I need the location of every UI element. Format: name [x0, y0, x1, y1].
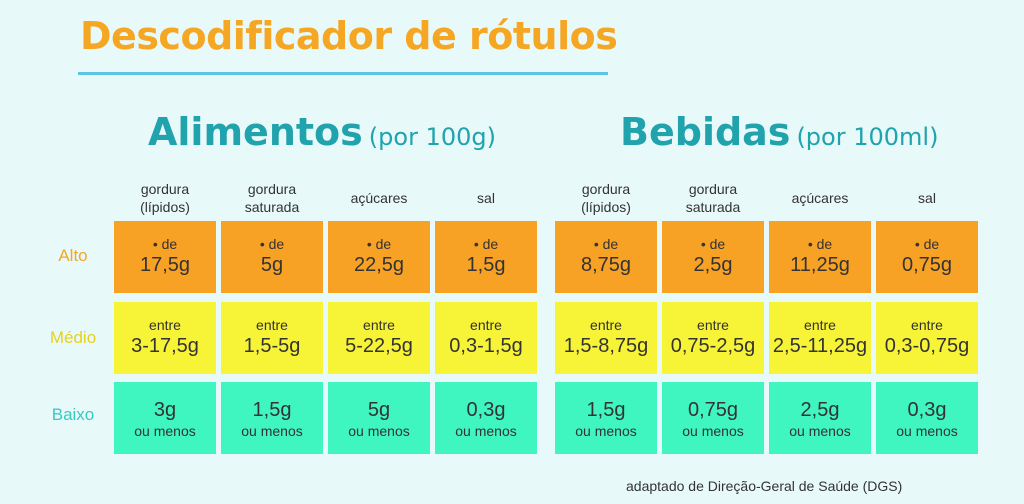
column-header: sal — [477, 190, 495, 206]
page-title: Descodificador de rótulos — [80, 14, 618, 58]
cell-prefix: entre — [590, 317, 622, 333]
cell-prefix: • de — [593, 236, 619, 252]
cell-high: • de 17,5g — [114, 221, 216, 293]
group-heading-bebidas: Bebidas (por 100ml) — [620, 110, 938, 154]
cell-value: 5-22,5g — [345, 335, 413, 357]
cell-high: • de 0,75g — [876, 221, 978, 293]
cell-prefix: • de — [700, 236, 726, 252]
column-header: gordura saturada — [685, 181, 741, 215]
cell-value: 1,5-8,75g — [563, 335, 649, 357]
cell-high: • de 1,5g — [435, 221, 537, 293]
cell-high: • de 11,25g — [769, 221, 871, 293]
cell-prefix: entre — [149, 317, 181, 333]
cell-value: 5g — [367, 399, 391, 421]
cell-prefix: entre — [804, 317, 836, 333]
cell-high: • de 2,5g — [662, 221, 764, 293]
cell-value: 0,3-0,75g — [884, 335, 970, 357]
cell-suffix: ou menos — [134, 423, 196, 439]
cell-low: 1,5g ou menos — [221, 382, 323, 454]
cell-prefix: • de — [807, 236, 833, 252]
cell-high: • de 22,5g — [328, 221, 430, 293]
row-label-medium: Médio — [49, 328, 97, 347]
cell-value: 0,75g — [901, 254, 953, 276]
cell-prefix: entre — [911, 317, 943, 333]
column-header: açúcares — [791, 190, 849, 206]
cell-medium: entre 1,5-5g — [221, 302, 323, 374]
group-unit: (por 100ml) — [796, 123, 939, 151]
cell-low: 0,3g ou menos — [876, 382, 978, 454]
cell-high: • de 5g — [221, 221, 323, 293]
cell-value: 0,3g — [907, 399, 947, 421]
column-header: açúcares — [350, 190, 408, 206]
cell-prefix: • de — [473, 236, 499, 252]
cell-medium: entre 0,75-2,5g — [662, 302, 764, 374]
cell-prefix: entre — [363, 317, 395, 333]
cell-medium: entre 2,5-11,25g — [769, 302, 871, 374]
cell-prefix: • de — [914, 236, 940, 252]
cell-high: • de 8,75g — [555, 221, 657, 293]
cell-medium: entre 5-22,5g — [328, 302, 430, 374]
cell-prefix: • de — [259, 236, 285, 252]
cell-value: 2,5g — [800, 399, 840, 421]
group-name: Bebidas — [620, 110, 791, 154]
cell-low: 3g ou menos — [114, 382, 216, 454]
cell-low: 1,5g ou menos — [555, 382, 657, 454]
cell-value: 0,75g — [687, 399, 739, 421]
cell-value: 8,75g — [580, 254, 632, 276]
cell-prefix: • de — [152, 236, 178, 252]
cell-value: 17,5g — [139, 254, 191, 276]
cell-value: 3g — [153, 399, 177, 421]
cell-prefix: • de — [366, 236, 392, 252]
cell-low: 0,75g ou menos — [662, 382, 764, 454]
cell-value: 3-17,5g — [131, 335, 199, 357]
cell-value: 0,3g — [466, 399, 506, 421]
row-label-high: Alto — [58, 246, 88, 265]
column-header: gordura (lípidos) — [140, 181, 190, 215]
cell-value: 22,5g — [353, 254, 405, 276]
column-header: gordura (lípidos) — [581, 181, 631, 215]
cell-suffix: ou menos — [348, 423, 410, 439]
cell-low: 0,3g ou menos — [435, 382, 537, 454]
column-header: gordura saturada — [244, 181, 300, 215]
cell-prefix: entre — [256, 317, 288, 333]
cell-prefix: entre — [470, 317, 502, 333]
group-unit: (por 100g) — [368, 123, 496, 151]
cell-value: 11,25g — [790, 254, 850, 276]
cell-medium: entre 1,5-8,75g — [555, 302, 657, 374]
cell-medium: entre 3-17,5g — [114, 302, 216, 374]
cell-suffix: ou menos — [241, 423, 303, 439]
cell-value: 5g — [260, 254, 284, 276]
cell-prefix: entre — [697, 317, 729, 333]
title-underline — [78, 72, 608, 75]
cell-suffix: ou menos — [682, 423, 744, 439]
column-header: sal — [918, 190, 936, 206]
cell-suffix: ou menos — [455, 423, 517, 439]
row-label-low: Baixo — [51, 405, 95, 424]
source-credit: adaptado de Direção-Geral de Saúde (DGS) — [626, 478, 903, 494]
cell-low: 2,5g ou menos — [769, 382, 871, 454]
cell-value: 1,5g — [466, 254, 506, 276]
cell-value: 0,3-1,5g — [449, 335, 523, 357]
cell-suffix: ou menos — [575, 423, 637, 439]
cell-value: 1,5-5g — [243, 335, 301, 357]
cell-value: 0,75-2,5g — [670, 335, 756, 357]
cell-value: 1,5g — [586, 399, 626, 421]
group-heading-alimentos: Alimentos (por 100g) — [148, 110, 496, 154]
cell-low: 5g ou menos — [328, 382, 430, 454]
cell-medium: entre 0,3-1,5g — [435, 302, 537, 374]
cell-value: 1,5g — [252, 399, 292, 421]
cell-value: 2,5-11,25g — [772, 335, 868, 357]
cell-value: 2,5g — [693, 254, 733, 276]
group-name: Alimentos — [148, 110, 363, 154]
cell-suffix: ou menos — [789, 423, 851, 439]
cell-suffix: ou menos — [896, 423, 958, 439]
cell-medium: entre 0,3-0,75g — [876, 302, 978, 374]
